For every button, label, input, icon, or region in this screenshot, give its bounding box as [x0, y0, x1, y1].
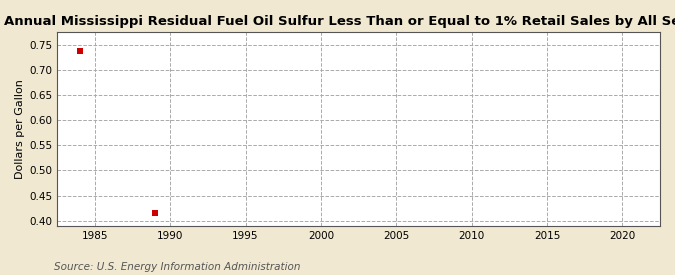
- Point: [74, 49, 85, 53]
- Point: [150, 211, 161, 216]
- Title: Annual Mississippi Residual Fuel Oil Sulfur Less Than or Equal to 1% Retail Sale: Annual Mississippi Residual Fuel Oil Sul…: [4, 15, 675, 28]
- Text: Source: U.S. Energy Information Administration: Source: U.S. Energy Information Administ…: [54, 262, 300, 272]
- Y-axis label: Dollars per Gallon: Dollars per Gallon: [15, 79, 25, 179]
